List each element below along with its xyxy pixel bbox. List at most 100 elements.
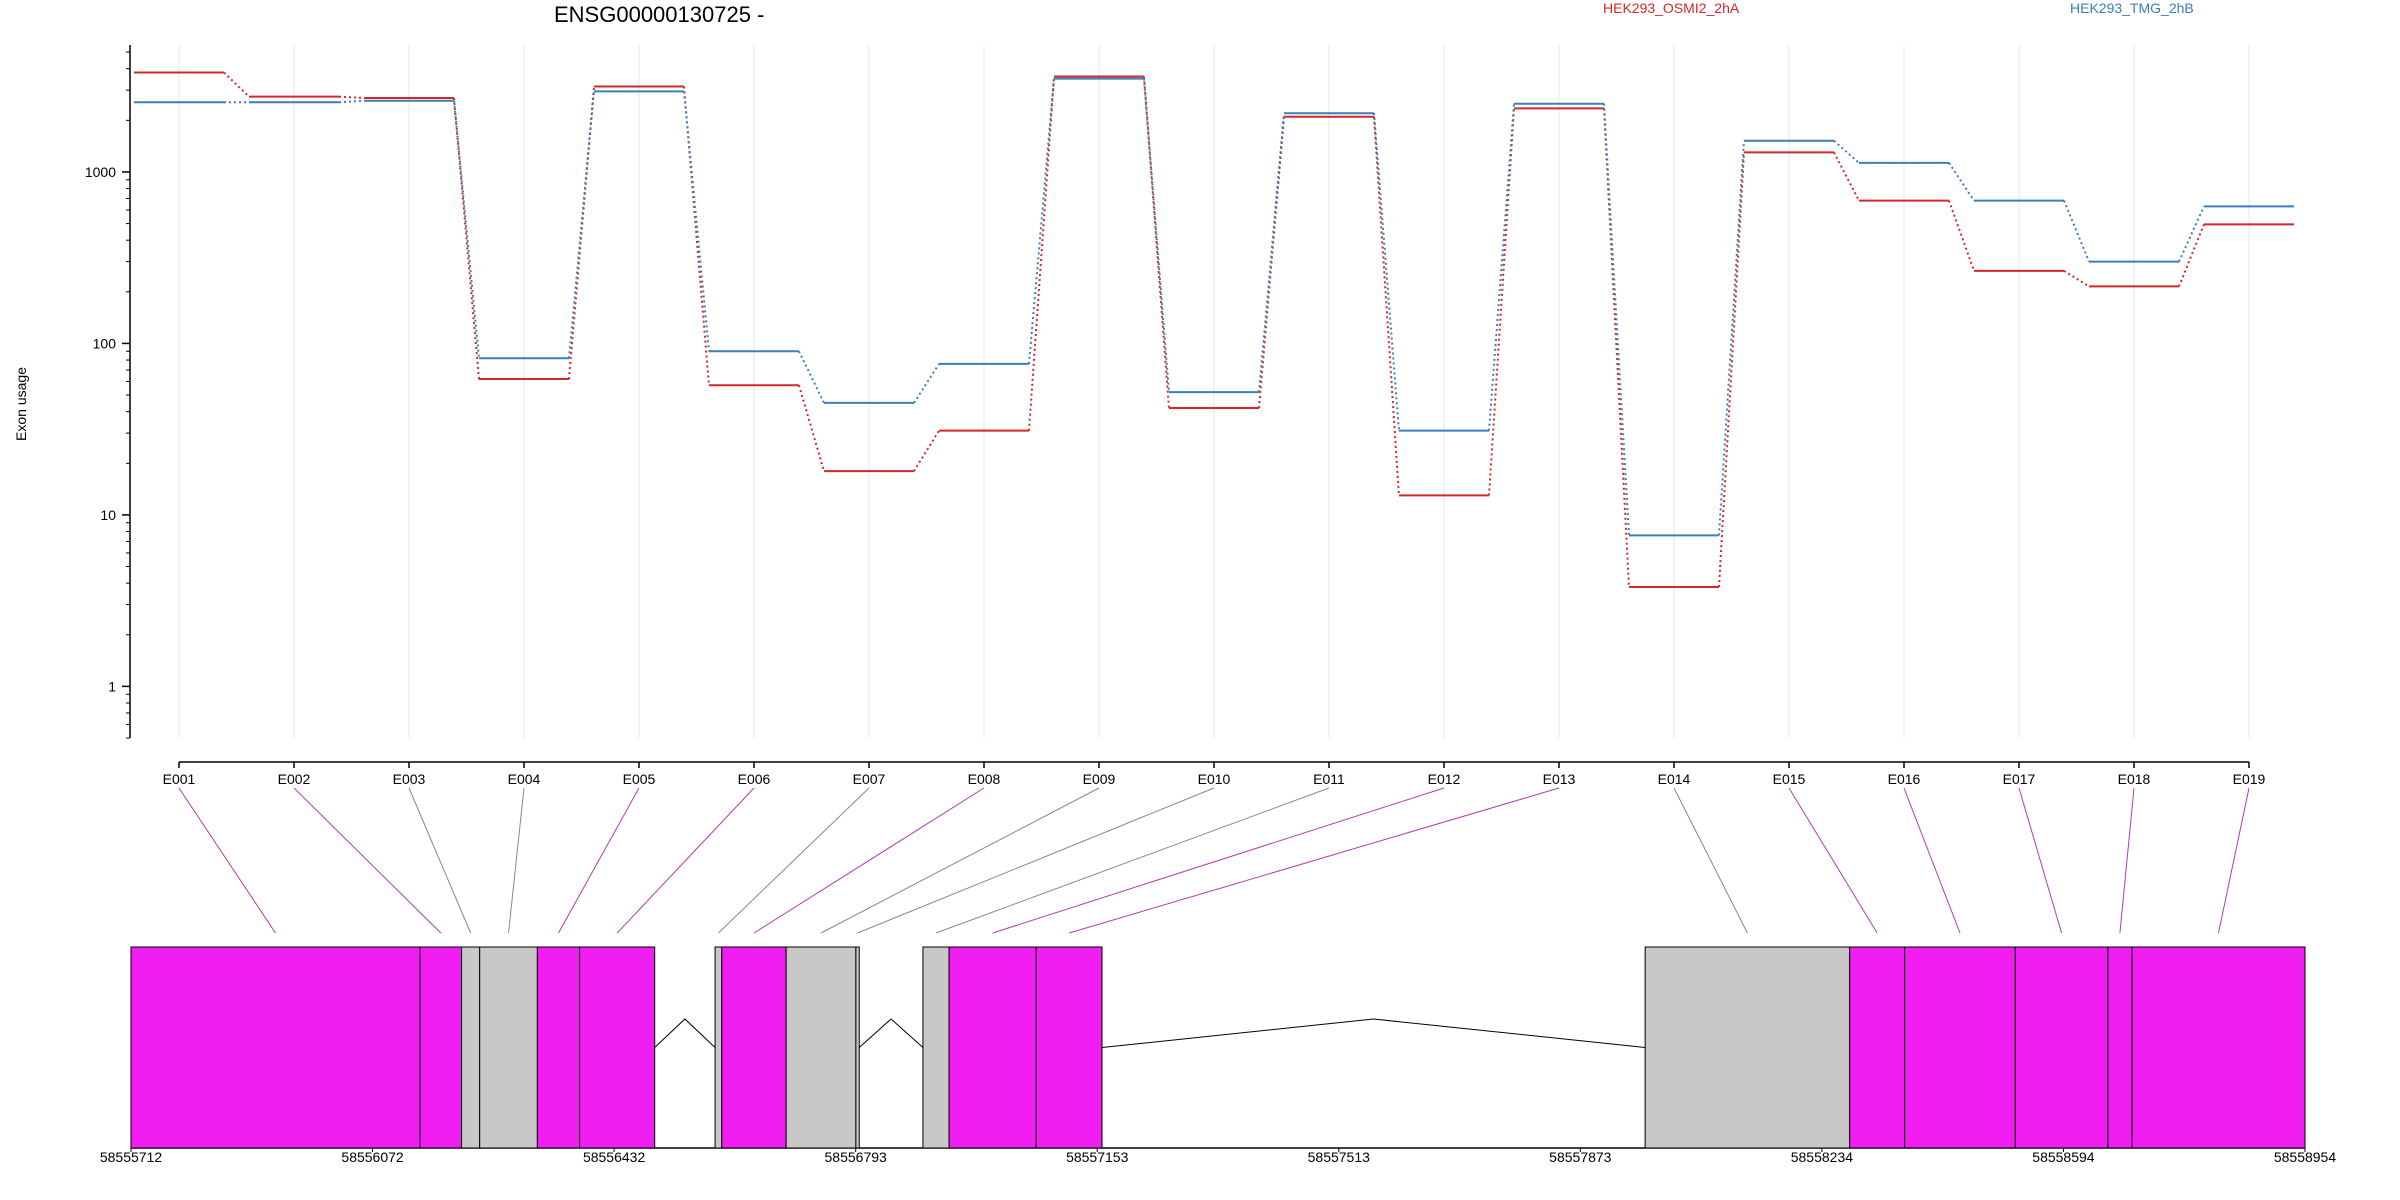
exon-connector bbox=[408, 787, 472, 934]
exon-connector bbox=[178, 787, 276, 934]
x-tick-label: E016 bbox=[1888, 771, 1921, 787]
genome-tick-label: 58556072 bbox=[341, 1149, 404, 1165]
y-tick-label: 100 bbox=[93, 335, 117, 351]
exon-box bbox=[130, 946, 421, 1149]
x-tick-label: E003 bbox=[393, 771, 426, 787]
series-2 bbox=[134, 77, 2294, 537]
genome-tick-label: 58558234 bbox=[1791, 1149, 1854, 1165]
genome-tick-label: 58558954 bbox=[2274, 1149, 2337, 1165]
series-connector bbox=[2063, 200, 2090, 262]
series-connector bbox=[2063, 270, 2090, 288]
series-connector bbox=[453, 97, 480, 380]
y-tick-label: 10 bbox=[100, 507, 116, 523]
series-connector bbox=[223, 71, 250, 98]
genome-tick-label: 58556432 bbox=[583, 1149, 646, 1165]
series-connector bbox=[1833, 140, 1860, 164]
legend-entry-1: HEK293_OSMI2_2hA bbox=[1603, 0, 1740, 16]
exon-box bbox=[714, 946, 723, 1149]
grid-lines bbox=[178, 45, 2250, 738]
exon-box bbox=[419, 946, 463, 1149]
genome-tick-label: 58557153 bbox=[1066, 1149, 1129, 1165]
x-tick-label: E005 bbox=[623, 771, 656, 787]
x-tick-label: E019 bbox=[2233, 771, 2266, 787]
x-tick-label: E002 bbox=[278, 771, 311, 787]
exon-connector bbox=[992, 787, 1445, 934]
exon-connectors bbox=[178, 787, 2250, 934]
exon-box bbox=[1644, 946, 1851, 1149]
chart-title: ENSG00000130725 - bbox=[554, 2, 764, 27]
exon-box bbox=[1904, 946, 2016, 1149]
x-tick-label: E009 bbox=[1083, 771, 1116, 787]
exon-connector bbox=[558, 787, 640, 934]
x-tick-label: E013 bbox=[1543, 771, 1576, 787]
series-connector bbox=[1718, 140, 1745, 536]
x-tick-label: E011 bbox=[1313, 771, 1345, 787]
exon-box bbox=[948, 946, 1037, 1149]
exon-box bbox=[461, 946, 481, 1149]
exon-connector bbox=[935, 787, 1330, 934]
series-connector bbox=[1833, 151, 1860, 202]
intron-line bbox=[654, 1018, 716, 1048]
exon-connector bbox=[293, 787, 442, 934]
series-connector bbox=[1143, 76, 1170, 409]
series-connector bbox=[2178, 205, 2205, 263]
exon-connector bbox=[508, 787, 525, 934]
genome-tick-label: 58557513 bbox=[1308, 1149, 1371, 1165]
x-tick-label: E015 bbox=[1773, 771, 1806, 787]
series-layer bbox=[134, 71, 2294, 588]
x-tick-label: E014 bbox=[1658, 771, 1691, 787]
gene-model: 58555712 58556072 58556432 58556793 58557153… bbox=[100, 946, 2337, 1165]
exon-box bbox=[721, 946, 787, 1149]
series-connector bbox=[338, 95, 365, 99]
x-tick-label: E006 bbox=[738, 771, 771, 787]
genome-tick-label: 58557873 bbox=[1549, 1149, 1612, 1165]
exon-box bbox=[855, 946, 860, 1149]
x-tick-label: E001 bbox=[163, 771, 196, 787]
series-connector bbox=[1373, 113, 1400, 431]
exon-connector bbox=[820, 787, 1100, 934]
series-connector bbox=[1718, 152, 1745, 588]
exon-connector bbox=[1903, 787, 1961, 934]
exon-connector bbox=[1788, 787, 1878, 934]
exon-connector bbox=[2018, 787, 2063, 934]
axes: 1 10 100 1000 E001 E002 E003 E004 E005 E006 E007 E0… bbox=[85, 45, 2266, 787]
exon-box bbox=[1849, 946, 1906, 1149]
series-connector bbox=[1948, 200, 1975, 272]
series-connector bbox=[1948, 162, 1975, 202]
series-connector bbox=[453, 100, 480, 359]
intron-line bbox=[1101, 1018, 1646, 1048]
exon-box bbox=[2014, 946, 2109, 1149]
x-tick-label: E012 bbox=[1428, 771, 1461, 787]
series-connector bbox=[683, 91, 710, 352]
genome-tick-label: 58556793 bbox=[825, 1149, 888, 1165]
series-connector bbox=[1488, 108, 1515, 496]
x-tick-label: E007 bbox=[853, 771, 886, 787]
x-tick-label: E008 bbox=[968, 771, 1001, 787]
x-tick-label: E018 bbox=[2118, 771, 2151, 787]
series-connector bbox=[1258, 113, 1285, 393]
exon-connector bbox=[1673, 787, 1748, 934]
series-connector bbox=[1603, 103, 1630, 536]
y-tick-label: 1 bbox=[108, 678, 116, 694]
legend-entry-2: HEK293_TMG_2hB bbox=[2070, 0, 2194, 16]
exon-box bbox=[479, 946, 538, 1149]
series-connector bbox=[1143, 78, 1170, 393]
genome-tick-label: 58555712 bbox=[100, 1149, 163, 1165]
exon-box bbox=[2107, 946, 2133, 1149]
exon-box bbox=[785, 946, 857, 1149]
exon-box bbox=[536, 946, 581, 1149]
y-axis-label: Exon usage bbox=[13, 367, 29, 441]
exon-connector bbox=[2218, 787, 2250, 934]
x-tick-label: E017 bbox=[2003, 771, 2036, 787]
intron-line bbox=[858, 1018, 924, 1048]
x-tick-label: E010 bbox=[1198, 771, 1231, 787]
series-connector bbox=[913, 363, 940, 404]
exon-box bbox=[1035, 946, 1103, 1149]
exon-box bbox=[922, 946, 950, 1149]
exon-connector bbox=[616, 787, 755, 934]
genome-tick-label: 58558594 bbox=[2032, 1149, 2095, 1165]
series-connector bbox=[1028, 76, 1055, 431]
series-connector bbox=[798, 385, 825, 472]
x-tick-label: E004 bbox=[508, 771, 541, 787]
series-connector bbox=[568, 91, 595, 359]
